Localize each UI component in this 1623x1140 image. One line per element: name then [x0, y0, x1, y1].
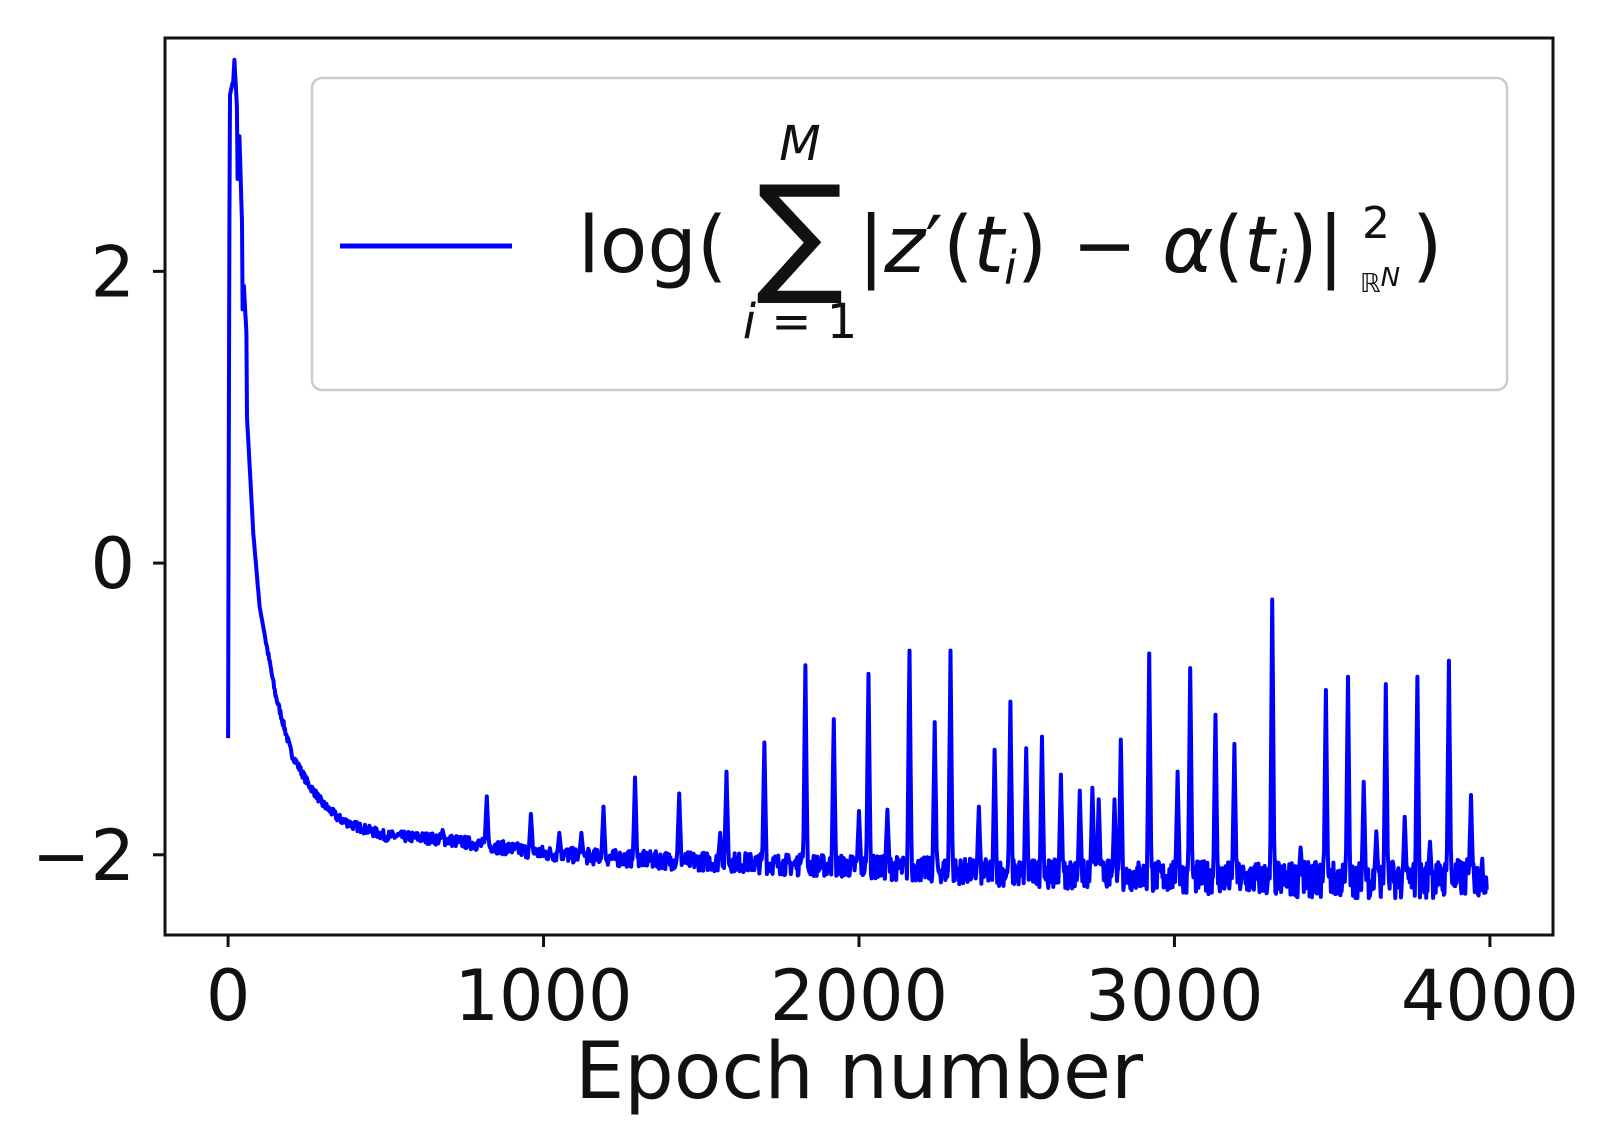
legend-expression: |z′(ti) − α(ti)| — [858, 201, 1344, 295]
x-axis-label: Epoch number — [575, 1027, 1144, 1117]
y-tick-label: 0 — [90, 523, 135, 605]
series-line-loss — [226, 57, 1489, 901]
x-tick-label: 2000 — [770, 955, 948, 1037]
y-tick-label: −2 — [32, 815, 135, 897]
legend-sum-upper: M — [779, 116, 820, 172]
legend-exponent: 2 — [1362, 198, 1390, 249]
legend-label: log( M ∑ i = 1 |z′(ti) − α(ti)| 2 ℝN ) — [578, 116, 1442, 350]
y-tick-label: 2 — [90, 231, 135, 313]
x-tick-label: 0 — [206, 955, 251, 1037]
x-tick-label: 4000 — [1401, 955, 1579, 1037]
series-layer — [226, 57, 1489, 901]
legend-box — [310, 76, 1509, 392]
legend-sum-sign: ∑ — [756, 157, 844, 309]
legend-log-open: log( — [578, 201, 727, 291]
legend-log-close: ) — [1412, 201, 1442, 291]
legend-sum-lower: i = 1 — [743, 294, 858, 350]
x-tick-label: 3000 — [1085, 955, 1263, 1037]
ticks-layer: 0 1000 2000 3000 4000 −2 0 2 — [32, 231, 1579, 1037]
x-tick-label: 1000 — [454, 955, 632, 1037]
legend: log( M ∑ i = 1 |z′(ti) − α(ti)| 2 ℝN ) — [310, 76, 1509, 392]
legend-norm-subscript: ℝN — [1360, 263, 1400, 299]
